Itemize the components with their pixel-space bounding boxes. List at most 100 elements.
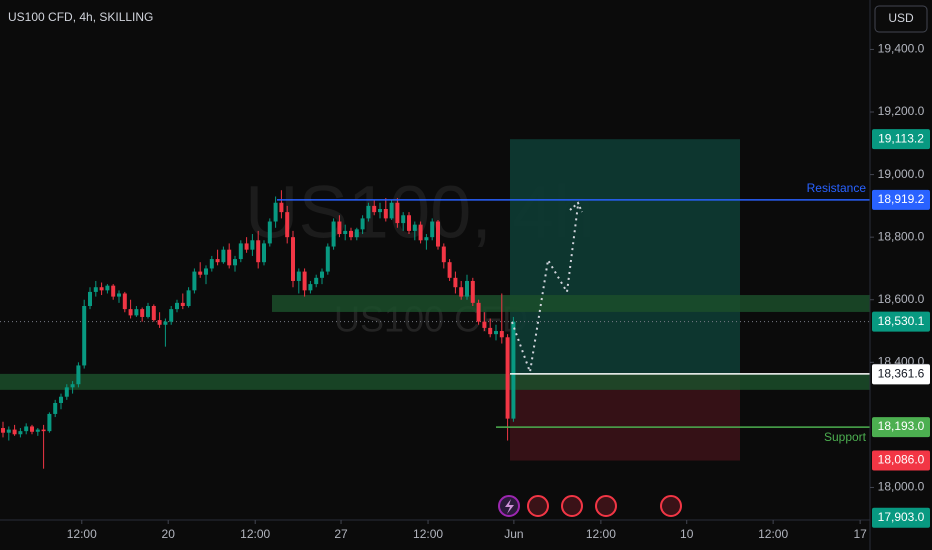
candle-body	[395, 202, 400, 224]
price-tag	[872, 507, 930, 528]
candle-body	[511, 321, 516, 419]
candle-body	[93, 287, 98, 292]
candle-body	[436, 221, 440, 247]
candle-body	[111, 285, 116, 297]
candle-body	[35, 429, 40, 432]
candle-body	[505, 337, 510, 419]
candle-body	[198, 271, 203, 275]
candle-body	[285, 212, 290, 238]
candle-body	[47, 413, 52, 432]
candle-body	[418, 224, 423, 241]
candle-body	[279, 202, 284, 213]
price-tag-label: 19,113.2	[878, 131, 924, 145]
candle-body	[53, 402, 58, 414]
y-tick-label: 19,000.0	[878, 167, 925, 181]
candle-body	[320, 271, 324, 278]
level-label: Resistance	[807, 181, 867, 195]
candle-body	[476, 302, 481, 322]
y-tick-label: 19,200.0	[878, 104, 925, 118]
candle-body	[354, 229, 359, 238]
x-tick-label: 17	[853, 527, 867, 541]
price-tag-label: 18,193.0	[878, 419, 925, 433]
candle-body	[372, 205, 377, 213]
x-tick-label: 12:00	[586, 527, 616, 541]
x-tick-label: 12:00	[240, 527, 270, 541]
candle-body	[18, 431, 23, 435]
candle-body	[105, 285, 110, 291]
candle-body	[296, 271, 301, 281]
price-tag	[872, 311, 930, 332]
candle-body	[412, 224, 417, 231]
x-tick-label: 10	[680, 527, 694, 541]
candle-body	[308, 284, 313, 291]
candle-body	[262, 243, 266, 263]
event-icons	[498, 495, 682, 517]
candle-body	[401, 215, 406, 224]
price-tag-label: 18,919.2	[878, 192, 925, 206]
candle-body	[291, 237, 295, 281]
candle-body	[64, 387, 69, 397]
candle-body	[88, 291, 92, 306]
candle-body	[151, 305, 156, 321]
candle-body	[470, 280, 475, 303]
candle-body	[163, 321, 168, 325]
candle-body	[488, 327, 493, 335]
event-icon[interactable]	[660, 495, 682, 517]
candle-body	[117, 293, 121, 297]
candle-body	[175, 302, 179, 310]
candle-body	[233, 259, 237, 266]
profit-zone	[510, 139, 740, 374]
candle-body	[99, 287, 104, 291]
zone	[272, 295, 870, 312]
price-tag	[872, 450, 930, 471]
candle-body	[331, 221, 336, 247]
candle-body	[407, 215, 411, 231]
candle-body	[238, 243, 243, 260]
candle-body	[6, 429, 11, 433]
candle-body	[140, 309, 145, 317]
candle-body	[383, 209, 388, 219]
candle-body	[459, 287, 464, 297]
event-icon[interactable]	[561, 495, 583, 517]
candle-body	[360, 218, 365, 230]
candle-body	[76, 365, 81, 385]
candle-body	[430, 221, 435, 238]
candle-body	[256, 240, 261, 263]
candle-body	[59, 396, 63, 403]
x-tick-label: 12:00	[758, 527, 788, 541]
candle-body	[465, 280, 469, 297]
projection-arrow	[569, 201, 583, 213]
x-tick-label: 27	[334, 527, 348, 541]
candle-body	[82, 305, 87, 366]
candle-body	[146, 305, 150, 317]
candle-body	[482, 321, 487, 328]
event-glyph	[505, 499, 514, 514]
price-tag	[872, 189, 930, 210]
candle-body	[169, 309, 174, 322]
x-tick-label: 12:00	[67, 527, 97, 541]
candle-body	[180, 302, 185, 306]
price-tag	[872, 364, 930, 385]
chart-title: US100 CFD, 4h, SKILLING	[8, 10, 153, 24]
candle-body	[244, 243, 249, 250]
candle-body	[24, 426, 29, 432]
candle-body	[12, 429, 17, 435]
candle-body	[209, 259, 214, 269]
event-icon[interactable]	[595, 495, 617, 517]
price-tag-label: 17,903.0	[878, 510, 925, 524]
candle-body	[441, 246, 446, 263]
currency-label[interactable]: USD	[888, 11, 914, 25]
price-tag-label: 18,086.0	[878, 453, 925, 467]
candle-body	[349, 230, 353, 238]
candle-body	[128, 309, 133, 316]
candle-body	[70, 384, 75, 388]
y-tick-label: 18,800.0	[878, 229, 925, 243]
candle-body	[30, 426, 34, 432]
y-tick-label: 18,600.0	[878, 292, 925, 306]
event-icon[interactable]	[527, 495, 549, 517]
candle-body	[273, 202, 278, 222]
currency-button[interactable]	[874, 5, 928, 33]
candle-body	[302, 271, 307, 291]
